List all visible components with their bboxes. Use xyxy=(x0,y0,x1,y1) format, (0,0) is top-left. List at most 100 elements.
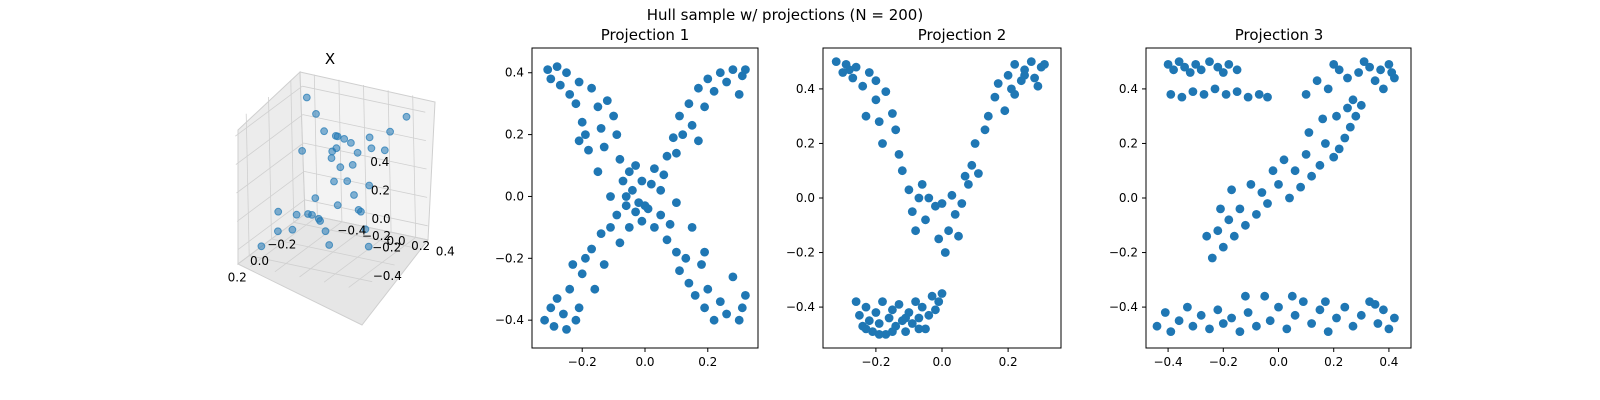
projection-1-point xyxy=(650,223,659,232)
point-3d xyxy=(367,144,376,153)
point-3d xyxy=(320,127,329,136)
projection-1-point xyxy=(734,90,744,99)
point-3d xyxy=(274,227,282,236)
projection-3-x-tick-label: 0.2 xyxy=(1324,355,1343,369)
projection-3-point xyxy=(1315,305,1325,315)
projection-3-point xyxy=(1160,308,1170,317)
projection-3-point xyxy=(1356,310,1366,320)
projection-1-point xyxy=(631,161,640,170)
projection-1-point xyxy=(684,99,694,109)
grid-line-3d xyxy=(303,142,427,170)
projection-2-title: Projection 2 xyxy=(918,26,1006,44)
projection-3-point xyxy=(1199,90,1209,99)
projection-1-point xyxy=(590,284,600,294)
projection-2-point xyxy=(868,327,877,336)
projection-3-point xyxy=(1323,327,1333,336)
projection-2-point xyxy=(907,207,917,217)
point-3d xyxy=(330,177,338,186)
projection-3-point xyxy=(1221,90,1231,99)
projection-3-point xyxy=(1205,57,1214,66)
projection-2-point xyxy=(891,125,901,135)
projection-2-point xyxy=(917,180,927,189)
points-3d xyxy=(257,93,411,251)
projection-2-point xyxy=(937,289,947,298)
projection-2-point xyxy=(993,79,1003,88)
projection-2-x-tick-label: 0.0 xyxy=(932,355,951,369)
projection-2-point xyxy=(874,117,884,126)
projection-2-y-tick-label: −0.2 xyxy=(786,246,815,260)
projection-2-point xyxy=(924,310,934,320)
point-3d xyxy=(274,207,283,216)
projection-3-point xyxy=(1268,166,1278,176)
panel-3d-title: X xyxy=(325,50,335,68)
projection-3-point xyxy=(1232,65,1242,75)
projection-1-point xyxy=(546,74,556,84)
projection-3-point xyxy=(1227,313,1236,323)
projection-3-point xyxy=(1348,321,1358,331)
projection-1-point xyxy=(687,223,697,232)
projection-3-point xyxy=(1329,60,1339,69)
projection-2-point xyxy=(1010,90,1020,99)
projection-1-point xyxy=(662,235,672,245)
projection-2-point xyxy=(845,65,854,75)
projection-1-point xyxy=(552,62,562,71)
point-3d xyxy=(298,147,307,155)
projection-2-point xyxy=(967,160,977,170)
y-tick-label-3d: 0.2 xyxy=(411,239,430,253)
x-tick-label-3d: 0.2 xyxy=(228,271,247,285)
projection-3-point xyxy=(1315,160,1325,170)
projection-1-point xyxy=(584,145,593,155)
projection-1-point xyxy=(618,176,628,186)
projection-2-point xyxy=(1000,106,1010,116)
projection-3-point xyxy=(1166,90,1176,99)
projection-3-point xyxy=(1257,188,1267,197)
projection-1-point xyxy=(694,83,703,93)
projection-3-point xyxy=(1213,305,1223,315)
projection-3-title: Projection 3 xyxy=(1235,26,1323,44)
projection-1-point xyxy=(646,179,656,189)
projection-1-point xyxy=(593,167,603,177)
projection-1-point xyxy=(722,309,731,319)
projection-1-point xyxy=(637,176,647,186)
y-tick-label-3d: −0.2 xyxy=(362,229,391,243)
projection-3-point xyxy=(1365,62,1374,72)
projection-3-point xyxy=(1370,300,1380,309)
projection-1-point xyxy=(665,219,675,229)
projection-3-point xyxy=(1343,73,1352,83)
grid-line-3d xyxy=(348,237,416,288)
projection-2-point xyxy=(931,305,940,315)
panel-3d: X −0.20.00.2−0.4−0.20.0 0.2 0.4−0.4−0.20.0… xyxy=(228,50,455,326)
projection-2-point xyxy=(970,139,980,148)
projection-2-point xyxy=(934,297,944,306)
projection-1-point xyxy=(599,142,609,152)
projection-3-point xyxy=(1354,68,1363,77)
projection-1-point xyxy=(615,238,625,248)
projection-3-point xyxy=(1254,90,1264,99)
projection-1-point xyxy=(559,309,568,319)
projection-1-point xyxy=(741,291,750,300)
grid-line-3d xyxy=(302,85,426,113)
projection-1-point xyxy=(593,102,603,112)
point-3d xyxy=(348,161,357,169)
figure-suptitle: Hull sample w/ projections (N = 200) xyxy=(647,6,923,24)
projection-2-point xyxy=(861,302,871,312)
projection-2-point xyxy=(851,62,861,72)
projection-1-point xyxy=(741,65,750,74)
projection-2-point xyxy=(878,297,887,306)
projection-1-point xyxy=(555,80,565,90)
projection-1-point xyxy=(668,133,678,143)
projection-3-point xyxy=(1196,65,1206,75)
grid-line-3d xyxy=(323,231,392,283)
projection-2-point xyxy=(1010,60,1020,69)
projection-2-point xyxy=(957,199,967,208)
projection-3-point xyxy=(1185,68,1195,77)
point-3d xyxy=(321,227,330,236)
panel-projection-3: Projection 3 −0.4 −0.2 0.0 0.2 0.4 −0.4 −0.2 0.… xyxy=(1109,26,1412,369)
projection-2-point xyxy=(914,313,924,323)
projection-1-point xyxy=(737,303,747,313)
projection-3-point xyxy=(1274,180,1283,189)
grid-line-3d xyxy=(302,114,426,141)
projection-1-point xyxy=(650,164,659,174)
projection-1-point xyxy=(621,201,631,211)
projection-1-point xyxy=(562,68,571,78)
